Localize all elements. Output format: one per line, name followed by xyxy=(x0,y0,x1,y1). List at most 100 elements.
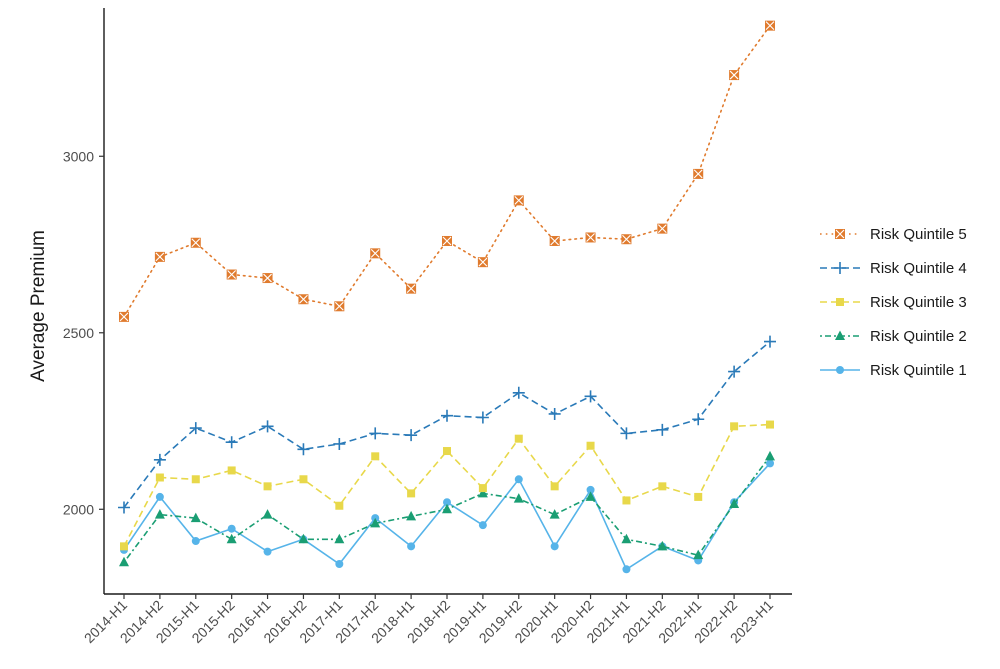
data-point xyxy=(227,524,236,533)
data-point xyxy=(190,512,201,523)
data-point xyxy=(407,489,416,498)
data-point xyxy=(548,407,561,420)
data-point xyxy=(656,423,669,436)
data-point xyxy=(657,223,668,234)
data-point xyxy=(191,537,200,546)
data-point xyxy=(119,311,129,322)
data-point xyxy=(766,420,774,429)
data-point xyxy=(443,498,451,507)
legend-label: Risk Quintile 4 xyxy=(870,260,967,277)
data-point xyxy=(443,447,451,456)
plot-area xyxy=(118,20,776,574)
series-risk-quintile-5 xyxy=(119,20,775,322)
y-axis-title: Average Premium xyxy=(28,230,49,382)
legend-item-risk-quintile-4: Risk Quintile 4 xyxy=(820,260,967,277)
data-point xyxy=(154,509,165,519)
y-tick-label: 2000 xyxy=(63,501,94,517)
legend-label: Risk Quintile 1 xyxy=(870,362,967,379)
data-point xyxy=(514,475,523,484)
data-point xyxy=(477,487,488,498)
data-point xyxy=(334,301,345,312)
data-point xyxy=(622,496,631,505)
data-point xyxy=(621,234,632,245)
data-point xyxy=(153,453,166,466)
data-point xyxy=(263,547,272,556)
legend-label: Risk Quintile 2 xyxy=(870,328,967,345)
data-point xyxy=(155,473,164,482)
data-point xyxy=(585,491,596,501)
data-point xyxy=(262,273,273,284)
data-point xyxy=(693,549,704,560)
data-point xyxy=(513,195,524,206)
data-point xyxy=(297,443,310,456)
legend-item-risk-quintile-3: Risk Quintile 3 xyxy=(820,294,967,311)
data-point xyxy=(621,533,632,544)
data-point xyxy=(550,542,559,551)
data-point xyxy=(512,386,525,399)
data-point xyxy=(298,533,309,544)
data-point xyxy=(766,459,774,468)
data-point xyxy=(730,422,739,431)
data-point xyxy=(120,542,128,551)
data-point xyxy=(765,450,775,461)
data-point xyxy=(405,429,418,442)
legend-marker xyxy=(836,298,844,306)
legend-marker xyxy=(835,229,845,239)
data-point xyxy=(442,235,452,246)
y-tick-label: 3000 xyxy=(63,148,94,164)
legend: Risk Quintile 5 Risk Quintile 4 Risk Quint… xyxy=(820,226,967,379)
data-point xyxy=(765,20,775,31)
data-point xyxy=(513,493,524,503)
data-point xyxy=(225,436,238,449)
legend-label: Risk Quintile 5 xyxy=(870,226,967,243)
data-point xyxy=(370,248,381,259)
data-point xyxy=(550,482,559,491)
legend-marker xyxy=(836,366,844,374)
data-point xyxy=(370,517,381,528)
data-point xyxy=(118,501,130,514)
series-line-risk-quintile-5 xyxy=(123,24,771,318)
data-point xyxy=(658,482,667,491)
data-point xyxy=(693,168,704,179)
data-point xyxy=(191,475,200,484)
series-line-risk-quintile-1 xyxy=(123,462,771,571)
legend-item-risk-quintile-2: Risk Quintile 2 xyxy=(820,328,967,345)
series-risk-quintile-3 xyxy=(120,420,774,551)
series-risk-quintile-1 xyxy=(120,459,774,574)
legend-item-risk-quintile-5: Risk Quintile 5 xyxy=(820,226,967,243)
series-risk-quintile-2 xyxy=(119,450,775,567)
legend-label: Risk Quintile 3 xyxy=(870,294,967,311)
data-point xyxy=(371,452,380,461)
data-point xyxy=(190,237,201,248)
x-ticks: 2014-H12014-H22015-H12015-H22016-H12016-… xyxy=(81,594,776,646)
data-point xyxy=(333,437,346,450)
series-risk-quintile-4 xyxy=(118,335,776,514)
data-point xyxy=(262,509,273,519)
data-point xyxy=(406,510,417,521)
data-point xyxy=(729,70,740,81)
data-point xyxy=(586,441,595,450)
data-point xyxy=(335,559,344,568)
data-point xyxy=(478,521,487,530)
data-point xyxy=(586,485,595,494)
data-point xyxy=(620,427,633,440)
data-point xyxy=(441,409,453,422)
data-point xyxy=(728,365,741,378)
data-point xyxy=(584,390,597,403)
data-point xyxy=(189,422,202,435)
legend-marker xyxy=(834,262,846,274)
data-point xyxy=(585,232,596,243)
data-point xyxy=(729,498,740,508)
data-point xyxy=(119,556,129,567)
data-point xyxy=(407,542,416,551)
data-point xyxy=(299,475,308,484)
legend-item-risk-quintile-1: Risk Quintile 1 xyxy=(820,362,967,379)
data-point xyxy=(622,565,631,574)
data-point xyxy=(478,484,487,493)
data-point xyxy=(549,509,560,519)
data-point xyxy=(226,269,237,280)
data-point xyxy=(155,492,164,501)
data-point xyxy=(406,283,417,294)
series-line-risk-quintile-3 xyxy=(123,423,771,547)
y-tick-label: 2500 xyxy=(63,325,94,341)
